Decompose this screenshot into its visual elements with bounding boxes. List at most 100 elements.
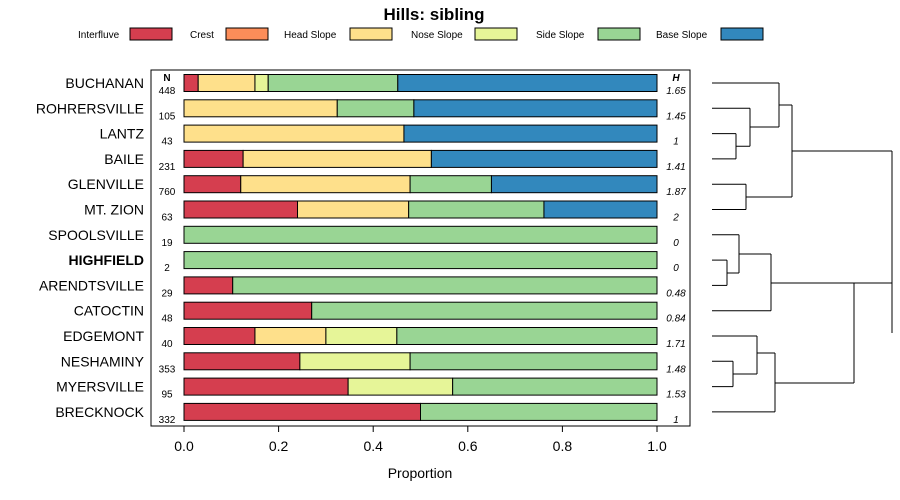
bar-baile-base-slope [430, 149, 658, 168]
bar-buchanan-side-slope [267, 74, 399, 92]
bar-brecknock-interfluve [183, 402, 421, 421]
category-label-arendtsville: ARENDTSVILLE [39, 277, 144, 293]
bar-mt-zion-side-slope [408, 200, 545, 219]
category-label-buchanan: BUCHANAN [65, 75, 144, 91]
n-value-myersville: 95 [161, 390, 173, 401]
x-tick-label-1: 0.2 [269, 438, 289, 454]
legend-swatch-base-slope [720, 27, 764, 41]
plot-panel [150, 69, 691, 427]
dendrogram [712, 82, 893, 413]
x-tick-label-0: 0.0 [174, 438, 194, 454]
h-value-edgemont: 1.71 [666, 339, 685, 350]
category-label-brecknock: BRECKNOCK [55, 404, 144, 420]
bar-brecknock-side-slope [420, 402, 658, 421]
x-axis-label: Proportion [388, 465, 453, 481]
h-value-arendtsville: 0.48 [666, 288, 686, 299]
x-tick-label-3: 0.6 [458, 438, 478, 454]
h-value-baile: 1.41 [666, 162, 685, 173]
bar-buchanan-head-slope [197, 74, 256, 92]
bar-glenville-side-slope [409, 175, 492, 194]
bars-layer [183, 74, 658, 421]
legend-label-base-slope: Base Slope [656, 30, 708, 41]
h-value-buchanan: 1.65 [666, 86, 686, 97]
bar-highfield-side-slope [183, 251, 658, 270]
bar-myersville-interfluve [183, 377, 349, 396]
legend-label-head-slope: Head Slope [284, 30, 337, 41]
bar-lantz-head-slope [183, 124, 405, 143]
h-value-brecknock: 1 [673, 415, 679, 426]
category-labels: BUCHANAN ROHRERSVILLE LANTZ BAILE GLENVILLE M… [36, 75, 145, 420]
h-value-glenville: 1.87 [666, 187, 686, 198]
n-value-neshaminy: 353 [159, 364, 176, 375]
legend-label-nose-slope: Nose Slope [411, 30, 463, 41]
bar-neshaminy-interfluve [183, 352, 301, 371]
n-value-brecknock: 332 [159, 415, 176, 426]
h-value-rohrersville: 1.45 [666, 111, 686, 122]
bar-baile-interfluve [183, 149, 244, 168]
n-value-arendtsville: 29 [161, 288, 173, 299]
category-label-edgemont: EDGEMONT [63, 328, 144, 344]
bar-myersville-side-slope [452, 377, 658, 396]
bar-edgemont-nose-slope [325, 327, 398, 345]
bar-arendtsville-interfluve [183, 276, 234, 295]
bar-spoolsville-side-slope [183, 225, 658, 244]
bar-catoctin-interfluve [183, 301, 313, 320]
category-label-catoctin: CATOCTIN [74, 303, 144, 319]
bar-buchanan-nose-slope [254, 74, 269, 92]
bar-buchanan-base-slope [397, 74, 658, 92]
legend-swatch-crest [225, 27, 269, 41]
x-tick-label-5: 1.0 [647, 438, 667, 454]
bar-arendtsville-side-slope [232, 276, 658, 295]
legend-swatch-nose-slope [474, 27, 518, 41]
n-value-highfield: 2 [164, 263, 170, 274]
bar-neshaminy-side-slope [409, 352, 658, 371]
n-header: N [163, 73, 170, 84]
category-label-rohrersville: ROHRERSVILLE [36, 100, 144, 116]
bar-baile-head-slope [242, 149, 432, 168]
legend-swatch-side-slope [597, 27, 641, 41]
chart-title: Hills: sibling [383, 5, 484, 24]
x-axis: 0.0 0.2 0.4 0.6 0.8 1.0 [174, 426, 667, 454]
bar-mt-zion-base-slope [543, 200, 658, 219]
bar-glenville-interfluve [183, 175, 242, 194]
h-value-lantz: 1 [673, 137, 679, 148]
x-tick-label-4: 0.8 [553, 438, 573, 454]
bar-mt-zion-head-slope [297, 200, 410, 219]
bar-glenville-head-slope [240, 175, 411, 194]
bar-edgemont-side-slope [396, 327, 658, 345]
n-value-baile: 231 [159, 162, 176, 173]
n-value-buchanan: 448 [159, 86, 176, 97]
category-label-lantz: LANTZ [100, 126, 145, 142]
bar-mt-zion-interfluve [183, 200, 299, 219]
h-value-myersville: 1.53 [666, 390, 686, 401]
bar-catoctin-side-slope [311, 301, 658, 320]
x-tick-label-2: 0.4 [363, 438, 383, 454]
h-value-catoctin: 0.84 [666, 314, 686, 325]
bar-rohrersville-base-slope [413, 99, 658, 118]
bar-myersville-nose-slope [347, 377, 454, 396]
n-value-catoctin: 48 [161, 314, 173, 325]
legend-swatch-head-slope [349, 27, 393, 41]
category-label-highfield: HIGHFIELD [69, 252, 144, 268]
bar-edgemont-head-slope [254, 327, 327, 345]
legend-label-side-slope: Side Slope [536, 30, 585, 41]
n-value-mt-zion: 63 [161, 213, 173, 224]
bar-lantz-base-slope [403, 124, 658, 143]
legend-label-interfluve: Interfluve [78, 30, 120, 41]
n-value-lantz: 43 [161, 137, 173, 148]
category-label-spoolsville: SPOOLSVILLE [48, 227, 144, 243]
h-values: 1.65 1.45 1 1.41 1.87 2 0 0 0.48 0.84 1.71 1.48 1.53… [666, 86, 686, 426]
bar-rohrersville-head-slope [183, 99, 338, 118]
h-header: H [672, 73, 680, 84]
n-value-rohrersville: 105 [159, 111, 176, 122]
bar-buchanan-interfluve [183, 74, 199, 92]
category-label-mt-zion: MT. ZION [84, 202, 144, 218]
legend-label-crest: Crest [190, 30, 214, 41]
h-value-highfield: 0 [673, 263, 679, 274]
bar-neshaminy-nose-slope [299, 352, 411, 371]
h-value-spoolsville: 0 [673, 238, 679, 249]
category-label-neshaminy: NESHAMINY [61, 353, 145, 369]
n-value-spoolsville: 19 [161, 238, 173, 249]
category-label-glenville: GLENVILLE [68, 176, 144, 192]
